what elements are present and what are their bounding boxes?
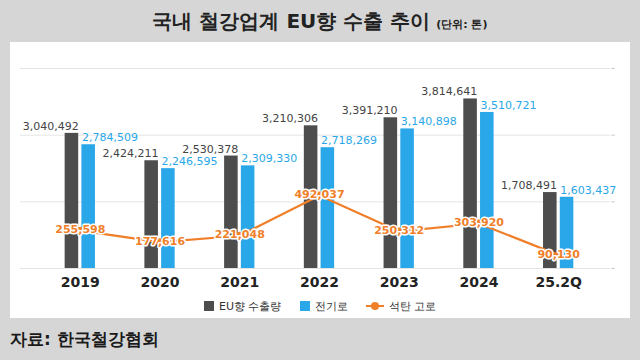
svg-text:2021: 2021 bbox=[220, 274, 259, 290]
svg-text:2,246,595: 2,246,595 bbox=[162, 155, 218, 168]
svg-text:2,309,330: 2,309,330 bbox=[241, 152, 297, 165]
svg-text:2022: 2022 bbox=[300, 274, 339, 290]
html-text:국내 철강업계 EU향 수출 추이 (단위: 톤): 국내 철강업계 EU향 수출 추이 (단위: 톤) bbox=[152, 9, 488, 33]
svg-text:303,920: 303,920 bbox=[454, 216, 504, 229]
svg-text:2,718,269: 2,718,269 bbox=[321, 134, 377, 147]
html-text:EU향 수출량: EU향 수출량 bbox=[219, 299, 282, 313]
svg-text:2,784,509: 2,784,509 bbox=[82, 131, 138, 144]
svg-text:3,510,721: 3,510,721 bbox=[481, 99, 537, 112]
svg-text:221,048: 221,048 bbox=[215, 228, 265, 241]
svg-text:2024: 2024 bbox=[459, 274, 498, 290]
svg-text:90,130: 90,130 bbox=[537, 248, 580, 261]
svg-text:3,140,898: 3,140,898 bbox=[401, 115, 457, 128]
svg-text:3,210,306: 3,210,306 bbox=[262, 112, 318, 125]
svg-text:3,040,492: 3,040,492 bbox=[23, 120, 79, 133]
svg-text:25.2Q: 25.2Q bbox=[535, 274, 582, 290]
svg-text:2023: 2023 bbox=[380, 274, 419, 290]
html-text:석탄 고로: 석탄 고로 bbox=[388, 299, 436, 313]
svg-text:2,424,211: 2,424,211 bbox=[102, 147, 158, 160]
svg-text:492,037: 492,037 bbox=[294, 188, 344, 201]
svg-text:3,814,641: 3,814,641 bbox=[421, 85, 477, 98]
svg-text:250,312: 250,312 bbox=[374, 224, 424, 237]
svg-text:177,616: 177,616 bbox=[135, 235, 185, 248]
svg-text:2,530,378: 2,530,378 bbox=[182, 143, 238, 156]
svg-text:1,708,491: 1,708,491 bbox=[501, 179, 557, 192]
svg-text:1,603,437: 1,603,437 bbox=[560, 184, 616, 197]
html-text:자료: 한국철강협회: 자료: 한국철강협회 bbox=[10, 329, 159, 349]
html-text:전기로: 전기로 bbox=[314, 299, 348, 313]
svg-text:2020: 2020 bbox=[141, 274, 180, 290]
svg-text:3,391,210: 3,391,210 bbox=[342, 104, 398, 117]
svg-text:2019: 2019 bbox=[61, 274, 100, 290]
svg-text:255,598: 255,598 bbox=[55, 223, 105, 236]
